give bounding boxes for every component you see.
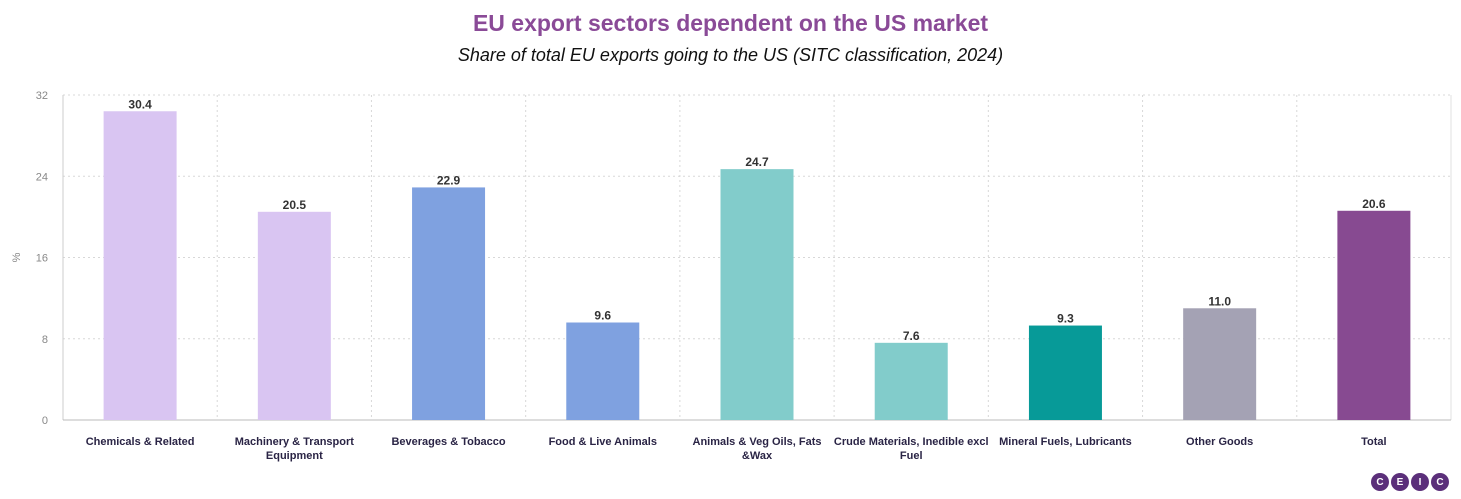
x-tick-label: Machinery & Transport <box>235 436 355 448</box>
y-tick-label: 8 <box>42 334 48 346</box>
x-tick-label: &Wax <box>742 450 773 462</box>
y-tick-label: 16 <box>36 253 48 265</box>
bar-value-label: 20.5 <box>283 198 307 212</box>
bar <box>1337 210 1411 420</box>
bar <box>1183 308 1257 420</box>
x-tick-label: Chemicals & Related <box>86 436 195 448</box>
logo-letter: C <box>1371 473 1389 491</box>
bar-value-label: 20.6 <box>1362 197 1386 211</box>
x-tick-label: Other Goods <box>1186 436 1253 448</box>
x-tick-label: Crude Materials, Inedible excl <box>834 436 989 448</box>
y-tick-label: 24 <box>36 171 48 183</box>
logo-letter: I <box>1411 473 1429 491</box>
bar-value-label: 9.6 <box>594 309 611 323</box>
y-tick-label: 32 <box>36 90 48 102</box>
bar <box>874 342 948 420</box>
x-tick-label: Fuel <box>900 450 923 462</box>
bar <box>566 322 640 420</box>
bar <box>412 187 486 420</box>
bar-value-label: 22.9 <box>437 173 461 187</box>
x-tick-label: Total <box>1361 436 1386 448</box>
logo-letter: E <box>1391 473 1409 491</box>
bar-value-label: 30.4 <box>128 97 152 111</box>
y-axis-label: % <box>11 252 23 262</box>
x-tick-label: Beverages & Tobacco <box>391 436 505 448</box>
x-tick-label: Animals & Veg Oils, Fats <box>693 436 822 448</box>
bar-value-label: 9.3 <box>1057 312 1074 326</box>
x-tick-label: Equipment <box>266 450 323 462</box>
bar-value-label: 7.6 <box>903 329 920 343</box>
chart-subtitle: Share of total EU exports going to the U… <box>457 45 1004 65</box>
x-tick-label: Mineral Fuels, Lubricants <box>999 436 1132 448</box>
bar <box>720 169 794 420</box>
ceic-logo: C E I C <box>1371 473 1449 491</box>
x-tick-label: Food & Live Animals <box>549 436 657 448</box>
bar-value-label: 11.0 <box>1208 294 1231 308</box>
bar-value-label: 24.7 <box>745 155 769 169</box>
y-tick-label: 0 <box>42 415 48 427</box>
logo-letter: C <box>1431 473 1449 491</box>
bar <box>103 111 177 420</box>
chart-title: EU export sectors dependent on the US ma… <box>472 10 989 36</box>
bar <box>257 211 331 420</box>
bar <box>1028 325 1102 420</box>
